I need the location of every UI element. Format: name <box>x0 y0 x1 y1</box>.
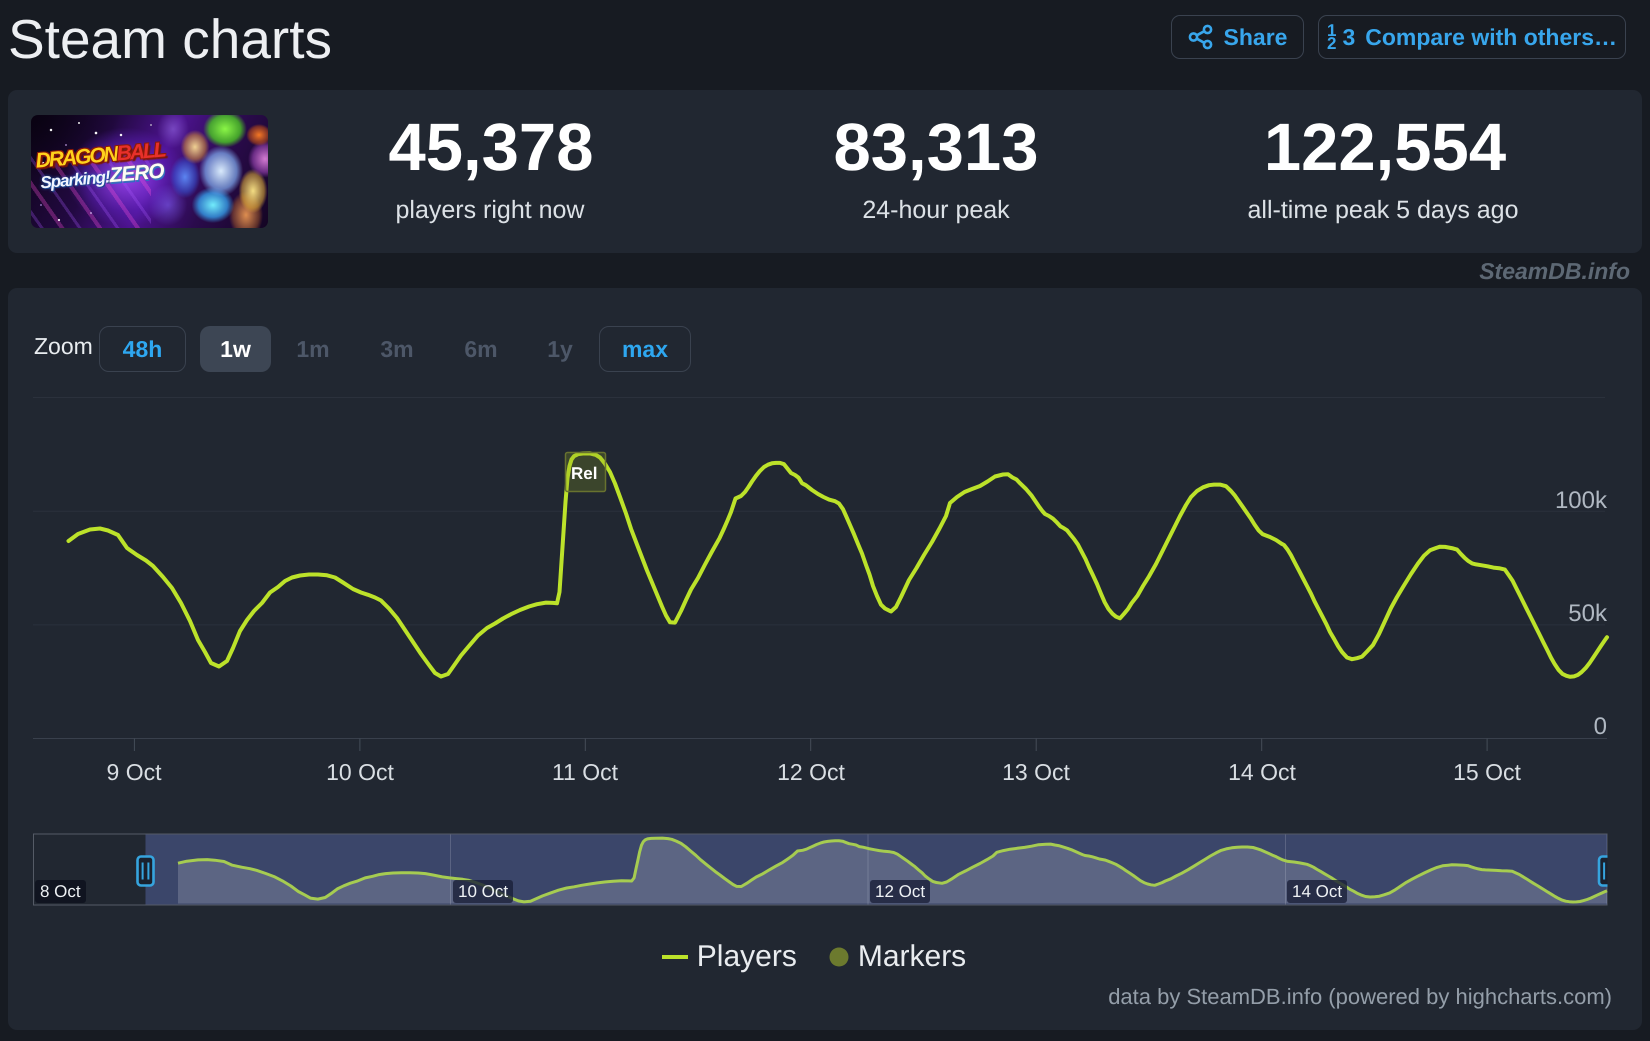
svg-text:Rel: Rel <box>571 464 597 483</box>
